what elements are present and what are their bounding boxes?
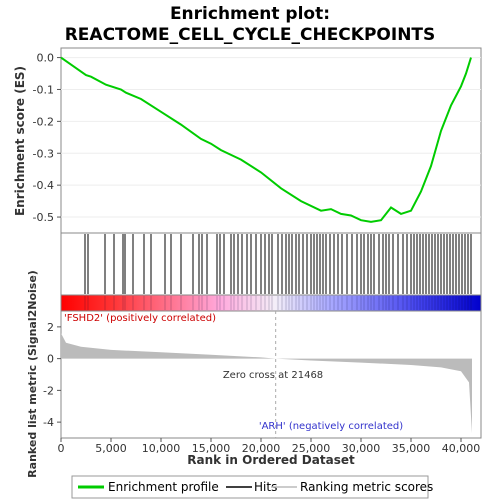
metric-y-ticks: 2 0 -2 -4 bbox=[43, 321, 61, 429]
legend-metric-label: Ranking metric scores bbox=[300, 480, 433, 494]
metric-panel bbox=[60, 310, 482, 439]
es-y-tick-label: -0.1 bbox=[33, 83, 54, 96]
x-tick-label: 35,000 bbox=[392, 442, 431, 455]
x-tick-label: 15,000 bbox=[192, 442, 231, 455]
metric-y-tick-label: 2 bbox=[47, 321, 54, 334]
es-y-axis-label: Enrichment score (ES) bbox=[13, 66, 27, 216]
x-axis-ticks: 0 5,000 10,000 15,000 20,000 25,000 30,000 35,0… bbox=[58, 438, 481, 455]
es-y-tick-label: -0.5 bbox=[33, 211, 54, 224]
metric-y-tick-label: -4 bbox=[43, 416, 54, 429]
ranking-metric-area bbox=[61, 333, 472, 434]
positive-correlation-label: 'FSHD2' (positively correlated) bbox=[64, 313, 216, 324]
es-y-tick-label: -0.4 bbox=[33, 179, 54, 192]
metric-y-tick-label: 0 bbox=[47, 353, 54, 366]
x-tick-label: 25,000 bbox=[292, 442, 331, 455]
metric-y-tick-label: -2 bbox=[43, 384, 54, 397]
es-y-tick-label: -0.2 bbox=[33, 115, 54, 128]
x-axis-label: Rank in Ordered Dataset bbox=[187, 453, 355, 467]
es-y-ticks: 0.0 -0.1 -0.2 -0.3 -0.4 -0.5 bbox=[33, 52, 61, 224]
x-tick-label: 10,000 bbox=[142, 442, 181, 455]
rank-color-bar bbox=[60, 294, 482, 312]
x-tick-label: 0 bbox=[58, 442, 65, 455]
legend-profile-label: Enrichment profile bbox=[108, 480, 219, 494]
enrichment-profile-line bbox=[60, 56, 472, 223]
chart-title-line2: REACTOME_CELL_CYCLE_CHECKPOINTS bbox=[65, 25, 436, 45]
x-tick-label: 40,000 bbox=[442, 442, 481, 455]
es-y-tick-label: -0.3 bbox=[33, 147, 54, 160]
x-tick-label: 20,000 bbox=[242, 442, 281, 455]
color-bar-hits bbox=[84, 296, 472, 310]
metric-y-axis-label: Ranked list metric (Signal2Noise) bbox=[26, 270, 39, 478]
negative-correlation-label: 'ARH' (negatively correlated) bbox=[259, 421, 403, 432]
es-panel bbox=[60, 47, 482, 234]
hits-panel bbox=[60, 232, 482, 296]
zero-cross-label: Zero cross at 21468 bbox=[223, 370, 323, 381]
es-y-tick-label: 0.0 bbox=[37, 52, 55, 65]
es-gridlines bbox=[61, 57, 481, 218]
hits-marks bbox=[84, 234, 472, 294]
legend-hits-label: Hits bbox=[254, 480, 277, 494]
x-tick-label: 30,000 bbox=[342, 442, 381, 455]
chart-title-line1: Enrichment plot: bbox=[170, 4, 330, 24]
x-tick-label: 5,000 bbox=[95, 442, 127, 455]
